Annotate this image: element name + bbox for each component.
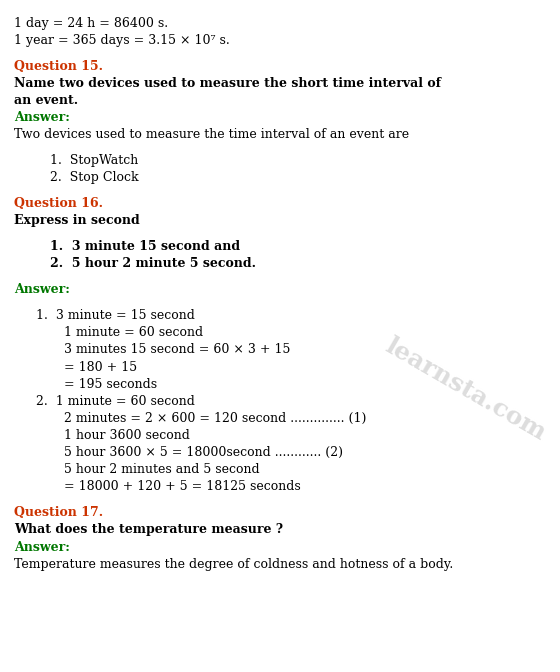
Text: 2.  5 hour 2 minute 5 second.: 2. 5 hour 2 minute 5 second. (50, 257, 256, 270)
Text: 1.  3 minute = 15 second: 1. 3 minute = 15 second (36, 309, 195, 322)
Text: Question 15.: Question 15. (14, 60, 103, 73)
Text: Question 17.: Question 17. (14, 506, 103, 519)
Text: 1 day = 24 h = 86400 s.: 1 day = 24 h = 86400 s. (14, 17, 168, 30)
Text: 1 year = 365 days = 3.15 × 10⁷ s.: 1 year = 365 days = 3.15 × 10⁷ s. (14, 34, 230, 47)
Text: = 195 seconds: = 195 seconds (64, 378, 157, 390)
Text: = 180 + 15: = 180 + 15 (64, 360, 138, 374)
Text: Answer:: Answer: (14, 283, 70, 296)
Text: 1.  StopWatch: 1. StopWatch (50, 154, 139, 167)
Text: learnsta.com: learnsta.com (381, 334, 550, 446)
Text: 5 hour 2 minutes and 5 second: 5 hour 2 minutes and 5 second (64, 463, 260, 476)
Text: 1 hour 3600 second: 1 hour 3600 second (64, 429, 190, 442)
Text: 5 hour 3600 × 5 = 18000second ............ (2): 5 hour 3600 × 5 = 18000second ..........… (64, 446, 343, 459)
Text: 1 minute = 60 second: 1 minute = 60 second (64, 326, 203, 339)
Text: Answer:: Answer: (14, 111, 70, 124)
Text: 1.  3 minute 15 second and: 1. 3 minute 15 second and (50, 240, 241, 253)
Text: 2 minutes = 2 × 600 = 120 second .............. (1): 2 minutes = 2 × 600 = 120 second .......… (64, 412, 367, 425)
Text: = 18000 + 120 + 5 = 18125 seconds: = 18000 + 120 + 5 = 18125 seconds (64, 480, 301, 493)
Text: 2.  1 minute = 60 second: 2. 1 minute = 60 second (36, 394, 195, 408)
Text: Name two devices used to measure the short time interval of: Name two devices used to measure the sho… (14, 77, 441, 90)
Text: Two devices used to measure the time interval of an event are: Two devices used to measure the time int… (14, 128, 409, 141)
Text: Question 16.: Question 16. (14, 197, 103, 210)
Text: 2.  Stop Clock: 2. Stop Clock (50, 171, 139, 184)
Text: Answer:: Answer: (14, 540, 70, 554)
Text: Express in second: Express in second (14, 214, 140, 227)
Text: What does the temperature measure ?: What does the temperature measure ? (14, 523, 283, 536)
Text: 3 minutes 15 second = 60 × 3 + 15: 3 minutes 15 second = 60 × 3 + 15 (64, 343, 291, 356)
Text: Temperature measures the degree of coldness and hotness of a body.: Temperature measures the degree of coldn… (14, 558, 453, 571)
Text: an event.: an event. (14, 94, 78, 107)
